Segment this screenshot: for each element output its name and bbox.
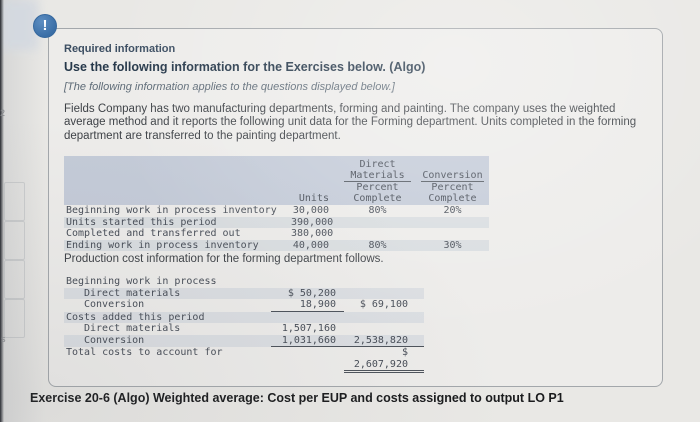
units-table-header-spacer xyxy=(64,159,291,204)
conversion-percent-value: 20% xyxy=(443,205,462,216)
table-row: Beginning work in process xyxy=(64,276,424,288)
units-value: 390,000 xyxy=(291,216,334,228)
row-label: Conversion xyxy=(84,299,145,310)
topleft-tint xyxy=(0,0,38,50)
required-information-card: Required information Use the following i… xyxy=(48,28,663,387)
intro-paragraph: Fields Company has two manufacturing dep… xyxy=(64,103,637,142)
units-value: 30,000 xyxy=(292,205,329,216)
units-value: 40,000 xyxy=(292,239,329,251)
table-row: Direct materials $ 50,200 xyxy=(64,287,424,300)
table-row: Units started this period 390,000 xyxy=(64,216,489,229)
applies-note: [The following information applies to th… xyxy=(64,81,395,93)
direct-materials-percent-value xyxy=(339,228,416,240)
conversion-column-header: Conversion Percent Complete xyxy=(421,170,484,204)
left-margin-ghost-panel xyxy=(4,260,25,299)
cost-table-body: Beginning work in process Direct materia… xyxy=(64,276,424,373)
amount-col2-value xyxy=(344,323,424,335)
units-value: 380,000 xyxy=(291,228,334,239)
row-label: Beginning work in process inventory xyxy=(66,205,277,216)
screen-left-edge xyxy=(0,0,4,422)
units-table: Units Direct Materials Percent Complete … xyxy=(64,156,489,251)
amount-col1-value: 18,900 xyxy=(271,299,344,312)
direct-materials-percent-value xyxy=(339,217,416,229)
conversion-percent-value: 30% xyxy=(443,239,462,251)
units-table-header: Units Direct Materials Percent Complete … xyxy=(64,156,489,205)
row-label: Beginning work in process xyxy=(66,276,217,287)
production-cost-text: Production cost information for the form… xyxy=(64,253,384,265)
use-information-heading: Use the following information for the Ex… xyxy=(64,60,426,74)
table-row: Ending work in process inventory 40,000 … xyxy=(64,239,489,251)
direct-materials-percent-value: 80% xyxy=(368,205,387,216)
conversion-percent-value xyxy=(416,217,489,229)
row-label: Direct materials xyxy=(84,287,181,299)
amount-col2-value: $ 69,100 xyxy=(359,299,408,310)
row-label: Completed and transferred out xyxy=(66,228,241,239)
table-row: Beginning work in process inventory 30,0… xyxy=(64,205,489,217)
left-margin-shade xyxy=(0,0,46,422)
conversion-percent-value xyxy=(416,228,489,240)
units-table-body: Beginning work in process inventory 30,0… xyxy=(64,205,489,251)
left-margin-ghost-panel xyxy=(4,299,25,338)
amount-col2-value: $ 2,607,920 xyxy=(344,347,424,373)
table-row: Direct materials 1,507,160 xyxy=(64,323,424,335)
row-label: Ending work in process inventory xyxy=(66,239,259,251)
direct-materials-percent-value: 80% xyxy=(368,239,387,251)
amount-col1-value: $ 50,200 xyxy=(287,287,336,299)
amount-col2-value xyxy=(344,276,424,288)
table-row: Completed and transferred out 380,000 xyxy=(64,228,489,240)
direct-materials-column-header: Direct Materials Percent Complete xyxy=(339,159,416,204)
amount-col1-value xyxy=(271,276,344,288)
amount-col2-value: 2,538,820 xyxy=(344,335,424,347)
table-row: Costs added this period xyxy=(64,311,424,324)
amount-col2-value xyxy=(344,312,424,324)
table-row: Total costs to account for $ 2,607,920 xyxy=(64,347,424,373)
edge-artifact-text: s xyxy=(1,334,6,344)
amount-col1-value xyxy=(271,312,344,324)
units-column-header: Units xyxy=(298,193,329,204)
amount-col1-value: 1,507,160 xyxy=(281,323,336,334)
table-row: Conversion 1,031,660 2,538,820 xyxy=(64,334,424,347)
amount-col2-value xyxy=(344,288,424,300)
edge-artifact-text: 2 xyxy=(0,108,6,118)
left-margin-ghost-panel xyxy=(4,221,25,260)
exercise-title: Exercise 20-6 (Algo) Weighted average: C… xyxy=(30,391,564,405)
exclamation-alert-icon: ! xyxy=(33,14,57,38)
required-information-label: Required information xyxy=(64,43,176,55)
row-label: Units started this period xyxy=(66,216,217,228)
left-margin-ghost-panel xyxy=(4,182,25,221)
row-label: Total costs to account for xyxy=(66,347,223,358)
cost-table: Beginning work in process Direct materia… xyxy=(64,276,424,373)
row-label: Costs added this period xyxy=(66,311,205,323)
amount-col1-value xyxy=(271,347,344,373)
row-label: Direct materials xyxy=(84,323,181,334)
row-label: Conversion xyxy=(84,334,145,346)
amount-col1-value: 1,031,660 xyxy=(271,335,344,347)
table-row: Conversion 18,900 $ 69,100 xyxy=(64,299,424,312)
